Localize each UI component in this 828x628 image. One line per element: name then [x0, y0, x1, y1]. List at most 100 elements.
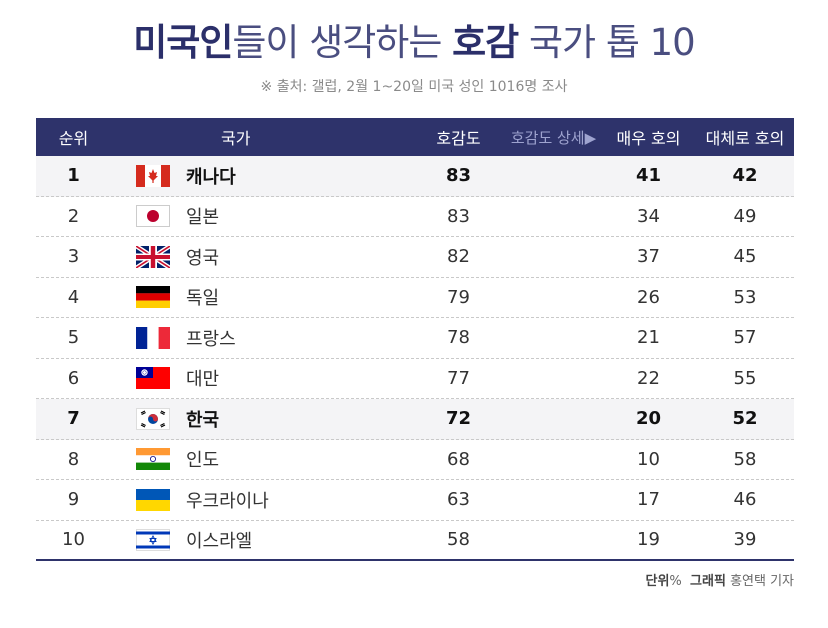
row-country: 일본 — [111, 203, 411, 229]
table-row: 3 영국 82 37 45 — [36, 237, 794, 278]
row-very-favorable: 41 — [635, 165, 662, 187]
country-name: 독일 — [186, 288, 220, 310]
row-somewhat-favorable: 49 — [733, 205, 757, 227]
row-very-favorable: 10 — [637, 448, 660, 470]
ukraine-flag-icon — [136, 488, 170, 511]
table-body: 1 캐나다 83 41 42 2 일본 83 34 49 3 영국 82 37 45 4 독일 79 26 53 5 프랑… — [36, 156, 794, 561]
row-country: 프랑스 — [111, 325, 411, 351]
france-flag-icon — [136, 326, 170, 349]
source-note: ※ 출처: 갤럽, 2월 1~20일 미국 성인 1016명 조사 — [260, 79, 568, 95]
title-part-1: 미국인 — [133, 21, 233, 64]
row-somewhat-favorable: 45 — [733, 246, 757, 268]
korea-flag-icon — [136, 407, 170, 430]
row-rank: 4 — [67, 286, 80, 308]
row-score: 77 — [447, 367, 470, 389]
row-somewhat-favorable: 57 — [733, 327, 757, 349]
country-name: 한국 — [186, 409, 220, 431]
header-very-favorable: 매우 호의 — [616, 129, 681, 148]
row-country: 한국 — [111, 406, 411, 432]
row-rank: 7 — [67, 408, 80, 430]
row-rank: 5 — [67, 327, 80, 349]
table-row: 9 우크라이나 63 17 46 — [36, 480, 794, 521]
row-score: 68 — [447, 448, 470, 470]
israel-flag-icon — [136, 528, 170, 551]
taiwan-flag-icon — [136, 367, 170, 390]
table-row: 10 이스라엘 58 19 39 — [36, 521, 794, 561]
table-row: 6 대만 77 22 55 — [36, 359, 794, 399]
row-country: 우크라이나 — [111, 487, 411, 513]
canada-flag-icon — [136, 164, 170, 187]
table-row: 2 일본 83 34 49 — [36, 197, 794, 237]
title-part-2: 들이 생각하는 — [232, 21, 453, 64]
row-rank: 8 — [67, 448, 80, 470]
country-name: 이스라엘 — [186, 530, 253, 552]
row-somewhat-favorable: 42 — [732, 165, 758, 187]
row-very-favorable: 22 — [637, 367, 660, 389]
row-score: 58 — [447, 529, 470, 551]
unit-value: % — [669, 574, 682, 589]
country-name: 대만 — [186, 369, 220, 391]
row-somewhat-favorable: 55 — [733, 367, 757, 389]
table-header: 순위 국가 호감도 호감도 상세▶ 매우 호의 대체로 호의 — [36, 118, 794, 156]
row-very-favorable: 26 — [637, 286, 660, 308]
row-rank: 3 — [67, 246, 80, 268]
row-rank: 9 — [67, 489, 80, 511]
row-score: 82 — [447, 246, 470, 268]
row-very-favorable: 20 — [635, 408, 662, 430]
japan-flag-icon — [136, 205, 170, 228]
country-name: 우크라이나 — [186, 490, 269, 512]
row-country: 이스라엘 — [111, 527, 411, 553]
row-very-favorable: 19 — [637, 529, 660, 551]
title-part-4: 국가 톱 10 — [518, 21, 696, 64]
row-very-favorable: 34 — [637, 205, 660, 227]
header-somewhat-favorable: 대체로 호의 — [705, 129, 785, 148]
row-somewhat-favorable: 39 — [733, 529, 757, 551]
row-score: 79 — [447, 286, 470, 308]
row-score: 78 — [447, 327, 470, 349]
country-name: 인도 — [186, 450, 220, 472]
graphic-label: 그래픽 — [690, 574, 726, 589]
germany-flag-icon — [136, 286, 170, 309]
title-part-3: 호감 — [452, 21, 519, 64]
row-country: 독일 — [111, 284, 411, 310]
row-somewhat-favorable: 53 — [733, 286, 757, 308]
row-country: 캐나다 — [111, 163, 411, 189]
row-country: 대만 — [111, 365, 411, 391]
table-row: 7 한국 72 20 52 — [36, 399, 794, 440]
unit-label: 단위 — [645, 574, 670, 589]
header-detail: 호감도 상세▶ — [510, 128, 597, 147]
header-score: 호감도 — [436, 129, 481, 148]
row-score: 63 — [447, 489, 470, 511]
row-country: 영국 — [111, 244, 411, 270]
row-rank: 1 — [67, 165, 80, 187]
country-name: 캐나다 — [186, 166, 236, 188]
india-flag-icon — [136, 448, 170, 471]
ranking-table: 순위 국가 호감도 호감도 상세▶ 매우 호의 대체로 호의 1 캐나다 83 41 4… — [36, 118, 794, 561]
page-title: 미국인들이 생각하는 호감 국가 톱 10 — [0, 12, 828, 66]
table-row: 1 캐나다 83 41 42 — [36, 156, 794, 197]
country-name: 일본 — [186, 207, 220, 229]
row-rank: 2 — [67, 205, 80, 227]
row-rank: 10 — [62, 529, 85, 551]
table-row: 8 인도 68 10 58 — [36, 440, 794, 480]
row-somewhat-favorable: 58 — [733, 448, 757, 470]
row-very-favorable: 21 — [637, 327, 660, 349]
country-name: 프랑스 — [186, 328, 236, 350]
row-score: 83 — [447, 205, 470, 227]
uk-flag-icon — [136, 245, 170, 268]
row-country: 인도 — [111, 446, 411, 472]
row-score: 72 — [445, 408, 472, 430]
header-country: 국가 — [221, 129, 251, 148]
row-very-favorable: 37 — [637, 246, 660, 268]
row-somewhat-favorable: 46 — [733, 489, 757, 511]
table-row: 4 독일 79 26 53 — [36, 278, 794, 318]
row-rank: 6 — [67, 367, 80, 389]
row-score: 83 — [445, 165, 472, 187]
header-rank: 순위 — [58, 129, 89, 148]
country-name: 영국 — [186, 247, 220, 269]
footer-credit: 단위% 그래픽 홍연택 기자 — [645, 570, 794, 589]
row-somewhat-favorable: 52 — [732, 408, 758, 430]
graphic-credit: 홍연택 기자 — [730, 574, 794, 589]
table-row: 5 프랑스 78 21 57 — [36, 318, 794, 359]
row-very-favorable: 17 — [637, 489, 660, 511]
